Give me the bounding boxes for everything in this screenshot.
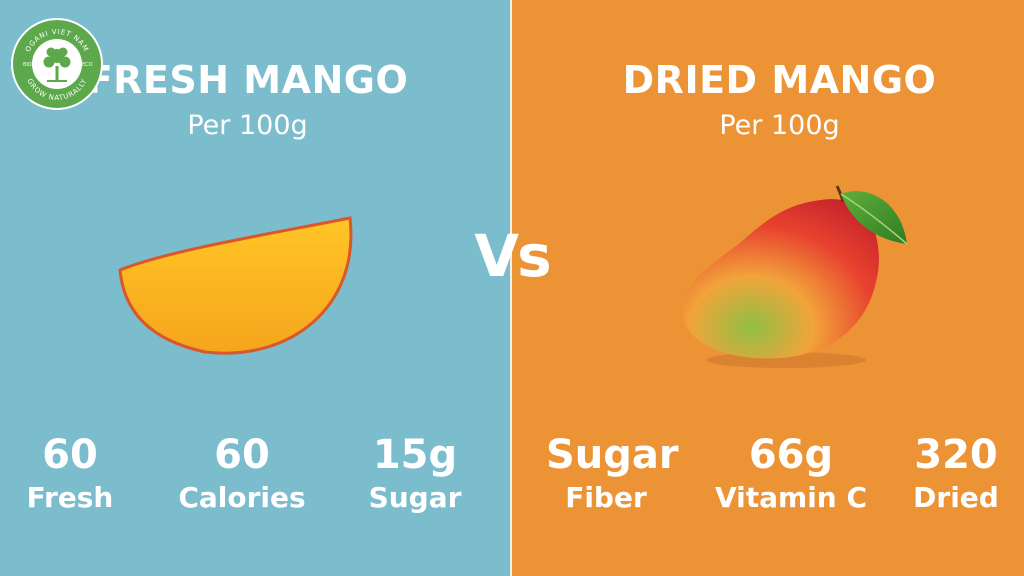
panel-divider <box>510 0 512 576</box>
stat-value: 60 <box>214 432 270 478</box>
fresh-stat-3: 15g Sugar <box>350 432 480 518</box>
stat-label: Sugar <box>368 481 462 514</box>
stat-label: Calories <box>178 481 306 514</box>
tree-icon <box>43 47 71 82</box>
stat-label: Dried <box>913 481 999 514</box>
fresh-stat-1: 60 Fresh <box>10 432 130 518</box>
fresh-stat-2: 60 Calories <box>172 432 312 518</box>
versus-label: Vs <box>474 222 551 290</box>
logo-text-right: ECO <box>82 62 93 68</box>
dried-mango-subtitle: Per 100g <box>719 110 840 141</box>
stat-label: Fiber <box>565 481 647 514</box>
stat-value: 15g <box>372 432 458 478</box>
stat-value: 320 <box>914 432 998 478</box>
fresh-mango-title: FRESH MANGO <box>86 58 409 102</box>
fresh-mango-panel: FRESH MANGO Per 100g 60 Fresh 60 Calorie… <box>0 0 511 576</box>
stat-value: Sugar <box>546 432 679 478</box>
brand-logo: OGANI VIET NAM GROW NATURALLY BIO ECO <box>11 18 103 110</box>
dried-stat-1: Sugar Fiber <box>546 432 679 518</box>
dried-stat-2: 66g Vitamin C <box>706 432 876 518</box>
dried-mango-title: DRIED MANGO <box>622 58 937 102</box>
stat-value: 66g <box>748 432 834 478</box>
logo-text-left: BIO <box>23 62 32 68</box>
stat-value: 60 <box>42 432 98 478</box>
mango-slice-icon <box>118 216 353 355</box>
dried-mango-panel: DRIED MANGO Per 100g Sugar Fiber 66g Vit… <box>511 0 1024 576</box>
fresh-mango-subtitle: Per 100g <box>187 110 308 141</box>
whole-mango-icon <box>682 185 908 368</box>
stat-label: Fresh <box>26 481 114 514</box>
dried-stat-3: 320 Dried <box>901 432 1011 518</box>
stat-label: Vitamin C <box>714 481 868 514</box>
